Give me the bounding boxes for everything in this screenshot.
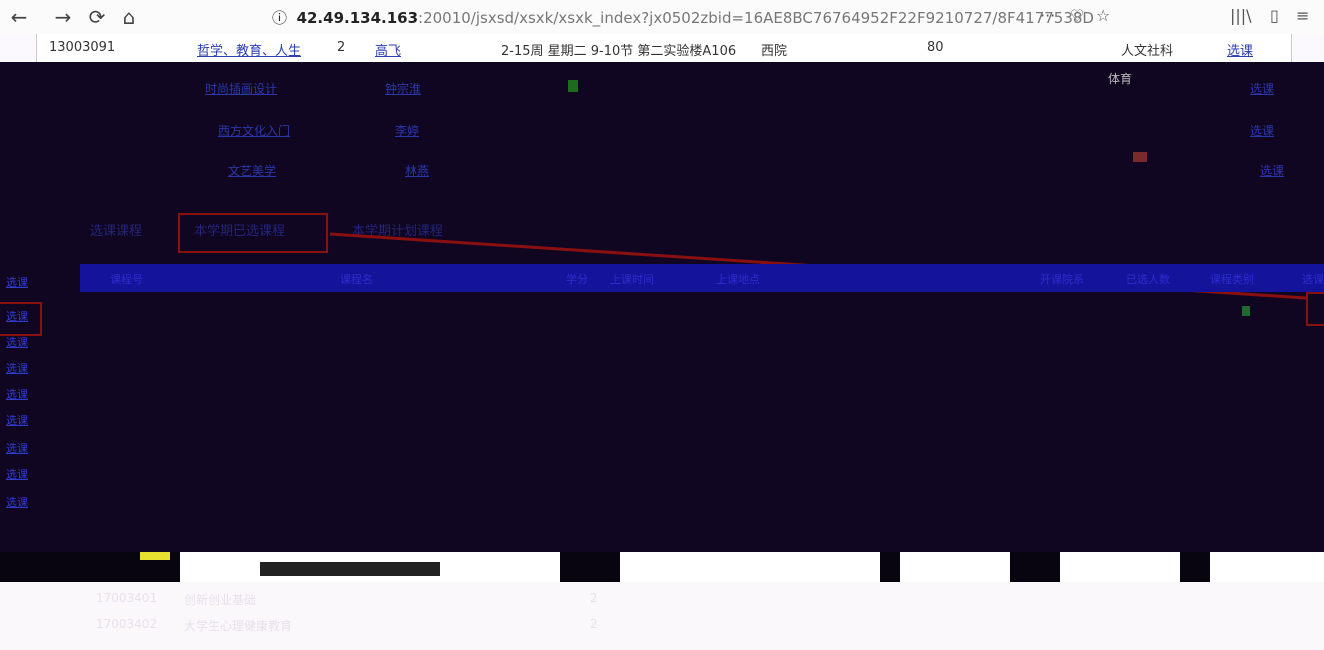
select-course-link[interactable]: 选课 [6, 496, 28, 509]
course-name-link[interactable]: 西方文化入门 [218, 124, 291, 138]
course-campus: 西院 [761, 44, 788, 59]
pocket-icon[interactable]: ♡ [1070, 6, 1085, 25]
teacher-link[interactable]: 李婷 [395, 124, 420, 138]
table-row: 文艺美学 林燕 选课 [0, 152, 1324, 200]
url-path: :20010/jsxsd/xsxk/xsxk_index?jx0502zbid=… [418, 9, 1094, 27]
status-marker [568, 80, 578, 92]
select-course-link[interactable]: 选课 [6, 442, 28, 455]
header-name: 课程名 [340, 273, 373, 286]
reload-button[interactable]: ⟳ [88, 5, 106, 29]
status-marker [1242, 306, 1250, 316]
more-icon[interactable]: ··· [1040, 6, 1056, 25]
header-location: 上课地点 [716, 273, 760, 286]
home-button[interactable]: ⌂ [122, 5, 136, 29]
select-course-link[interactable]: 选课 [1260, 164, 1285, 178]
header-code: 课程号 [110, 273, 143, 286]
select-course-link[interactable]: 选课 [6, 362, 28, 375]
header-select: 选课 [1302, 273, 1324, 286]
select-course-link[interactable]: 选课 [6, 414, 28, 427]
highlight-box [178, 213, 328, 253]
select-course-link[interactable]: 选课 [1250, 124, 1275, 138]
course-name: 创新创业基础 [184, 593, 257, 607]
select-course-link[interactable]: 选课 [6, 468, 28, 481]
select-course-link[interactable]: 选课 [6, 276, 28, 289]
status-marker [1133, 152, 1147, 162]
course-list-panel: 时尚插画设计 钟宗淮 体育 选课 西方文化入门 李婷 选课 文艺美学 林燕 选课… [0, 62, 1324, 557]
table-row: 时尚插画设计 钟宗淮 体育 选课 [0, 72, 1324, 118]
course-capacity: 80 [927, 40, 944, 55]
course-schedule: 2-15周 星期二 9-10节 第二实验楼A106 [501, 44, 737, 59]
header-enrolled: 已选人数 [1126, 273, 1170, 286]
select-course-link[interactable]: 选课 [1227, 44, 1254, 59]
header-category: 课程类别 [1210, 273, 1254, 286]
browser-toolbar [0, 0, 1324, 34]
table-row: 西方文化入门 李婷 选课 [0, 122, 1324, 160]
course-code: 17003401 [96, 591, 158, 605]
teacher-link[interactable]: 高飞 [375, 44, 402, 59]
menu-icon[interactable]: ≡ [1296, 6, 1310, 25]
course-credits: 2 [590, 617, 598, 631]
table-row: 17003401 创新创业基础 2 [0, 588, 1324, 610]
course-name-link[interactable]: 文艺美学 [228, 164, 277, 178]
course-code: 17003402 [96, 617, 158, 631]
table-row: 17003402 大学生心理健康教育 2 [0, 614, 1324, 636]
library-icon[interactable]: |||\ [1230, 6, 1252, 25]
course-table-lower: 17003401 创新创业基础 2 17003402 大学生心理健康教育 2 [0, 582, 1324, 650]
header-time: 上课时间 [610, 273, 654, 286]
tab-selected-courses[interactable]: 本学期已选课程 [194, 224, 286, 239]
course-name-link[interactable]: 哲学、教育、人生 [197, 44, 302, 59]
table-row: 13003091 哲学、教育、人生 2 高飞 2-15周 星期二 9-10节 第… [36, 34, 1292, 62]
select-course-link[interactable]: 选课 [6, 336, 28, 349]
highlight-box [1306, 292, 1324, 326]
header-credits: 学分 [566, 273, 588, 286]
course-dept: 人文社科 [1121, 44, 1174, 59]
tab-planned-courses[interactable]: 本学期计划课程 [352, 224, 444, 239]
forward-button[interactable]: → [54, 5, 72, 29]
info-icon[interactable]: ⓘ [272, 9, 288, 27]
tab-courses[interactable]: 选课课程 [90, 224, 143, 239]
url-host: 42.49.134.163 [296, 9, 419, 27]
address-bar[interactable]: ⓘ 42.49.134.163:20010/jsxsd/xsxk/xsxk_in… [272, 7, 1094, 28]
course-name: 大学生心理健康教育 [184, 619, 293, 633]
course-code: 13003091 [49, 40, 116, 55]
sidebar-icon[interactable]: ▯ [1270, 6, 1279, 25]
select-course-link[interactable]: 选课 [6, 388, 28, 401]
course-credits: 2 [590, 591, 598, 605]
course-credits: 2 [337, 40, 346, 55]
rendering-artifact [0, 552, 1324, 582]
header-dept: 开课院系 [1040, 273, 1084, 286]
select-course-link[interactable]: 选课 [1250, 82, 1275, 96]
course-name-link[interactable]: 时尚插画设计 [205, 82, 278, 96]
bookmark-star-icon[interactable]: ☆ [1096, 6, 1111, 25]
annotation-arrow [329, 232, 1307, 300]
back-button[interactable]: ← [10, 5, 28, 29]
course-dept: 体育 [1108, 72, 1133, 86]
table-header: 课程号 课程名 学分 上课时间 上课地点 开课院系 已选人数 课程类别 选课 [80, 264, 1324, 292]
teacher-link[interactable]: 林燕 [405, 164, 430, 178]
highlight-box [0, 302, 42, 336]
select-course-link[interactable]: 选课 [6, 310, 28, 323]
teacher-link[interactable]: 钟宗淮 [385, 82, 422, 96]
